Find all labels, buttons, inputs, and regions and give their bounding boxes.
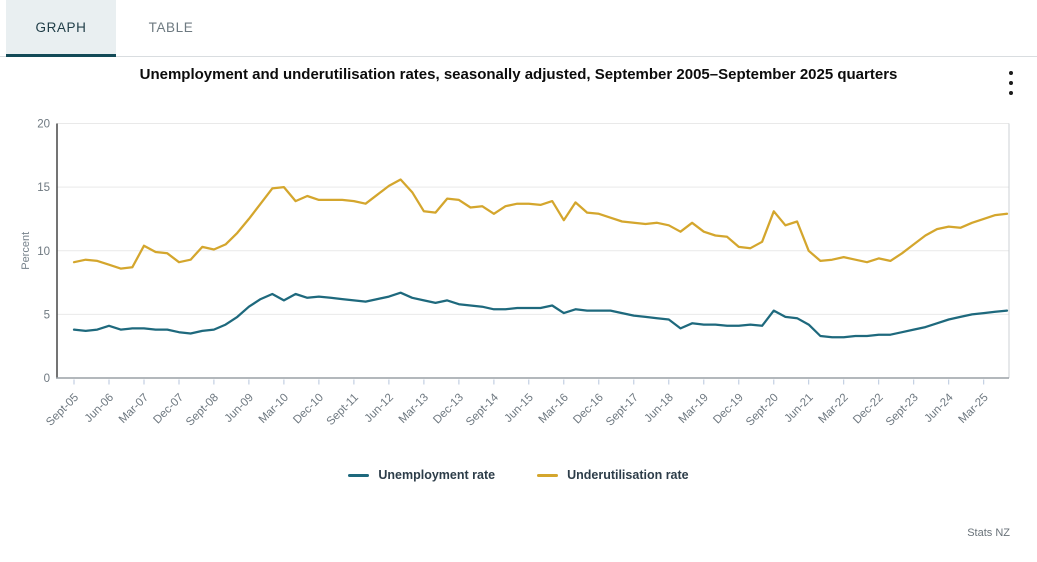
svg-text:Sept-17: Sept-17 — [604, 392, 641, 429]
svg-text:Percent: Percent — [20, 232, 32, 270]
source-attribution: Stats NZ — [967, 527, 1010, 539]
legend-label: Unemployment rate — [378, 468, 496, 482]
legend-item-underutilisation-rate[interactable]: Underutilisation rate — [537, 468, 689, 482]
kebab-dot — [1009, 81, 1013, 85]
svg-text:0: 0 — [44, 373, 50, 385]
svg-text:Dec-10: Dec-10 — [291, 392, 326, 427]
kebab-dot — [1009, 71, 1013, 75]
svg-text:Sept-20: Sept-20 — [744, 392, 781, 429]
svg-text:Jun-15: Jun-15 — [503, 392, 536, 425]
svg-text:Mar-13: Mar-13 — [397, 392, 431, 426]
svg-text:Mar-07: Mar-07 — [117, 392, 151, 426]
legend-label: Underutilisation rate — [567, 468, 689, 482]
tab-graph[interactable]: GRAPH — [6, 0, 116, 57]
svg-text:Jun-12: Jun-12 — [363, 392, 396, 425]
tab-bar: GRAPH TABLE — [0, 0, 1037, 57]
svg-text:Jun-09: Jun-09 — [223, 392, 256, 425]
kebab-menu-icon[interactable] — [1004, 71, 1018, 95]
tab-table[interactable]: TABLE — [148, 19, 194, 35]
legend-swatch — [537, 473, 559, 477]
svg-text:Jun-06: Jun-06 — [83, 392, 116, 425]
chart-title: Unemployment and underutilisation rates,… — [139, 66, 898, 83]
svg-text:Mar-22: Mar-22 — [817, 392, 851, 426]
line-chart: 0 5 10 15 20 Sept-05 Jun-06 Mar-07 Dec-07Sept-08… — [20, 119, 1010, 429]
chart-legend: Unemployment rate Underutilisation rate — [0, 468, 1037, 482]
svg-text:Dec-07: Dec-07 — [151, 392, 186, 427]
svg-text:Mar-25: Mar-25 — [957, 392, 991, 426]
svg-text:Mar-10: Mar-10 — [257, 392, 291, 426]
svg-text:Mar-19: Mar-19 — [677, 392, 711, 426]
svg-text:Sept-11: Sept-11 — [325, 392, 361, 428]
legend-item-unemployment-rate[interactable]: Unemployment rate — [348, 468, 495, 482]
svg-text:Dec-13: Dec-13 — [431, 392, 466, 427]
svg-text:Mar-16: Mar-16 — [537, 392, 571, 426]
svg-text:Sept-05: Sept-05 — [44, 392, 81, 429]
svg-text:10: 10 — [37, 246, 50, 258]
svg-text:5: 5 — [44, 309, 50, 321]
svg-text:Sept-08: Sept-08 — [184, 392, 221, 429]
legend-swatch — [348, 473, 370, 477]
svg-text:Dec-22: Dec-22 — [851, 392, 886, 427]
svg-text:20: 20 — [37, 119, 50, 131]
svg-text:Dec-16: Dec-16 — [571, 392, 606, 427]
svg-text:Jun-24: Jun-24 — [922, 391, 956, 425]
svg-text:Sept-23: Sept-23 — [884, 392, 921, 429]
kebab-dot — [1009, 91, 1013, 95]
svg-text:Jun-21: Jun-21 — [782, 392, 815, 425]
svg-text:Sept-14: Sept-14 — [464, 391, 501, 428]
svg-text:15: 15 — [37, 182, 50, 194]
svg-text:Dec-19: Dec-19 — [711, 392, 746, 427]
svg-text:Jun-18: Jun-18 — [643, 392, 676, 425]
